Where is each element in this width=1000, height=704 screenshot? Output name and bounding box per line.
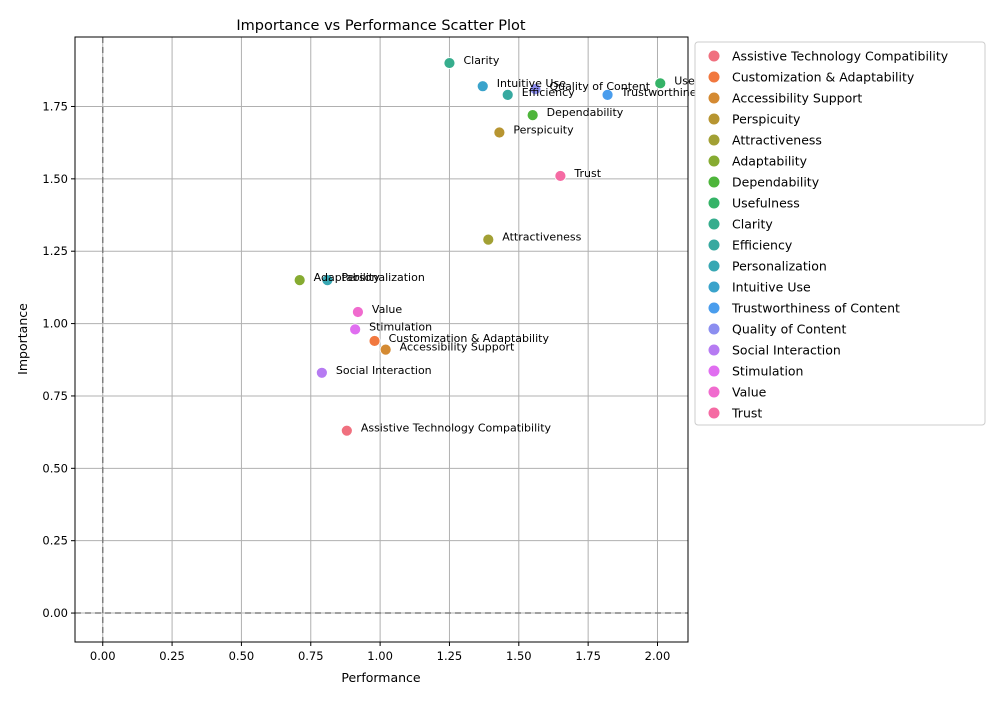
legend-marker — [708, 197, 720, 209]
y-tick-label: 1.00 — [42, 317, 68, 331]
legend-entry-label: Personalization — [732, 259, 827, 274]
y-tick-label: 0.50 — [42, 461, 68, 475]
data-point-label: Intuitive Use — [497, 77, 566, 90]
legend-marker — [708, 407, 720, 419]
legend-marker — [708, 239, 720, 251]
legend-marker — [708, 323, 720, 335]
legend-entry-label: Usefulness — [732, 196, 800, 211]
x-tick-label: 0.50 — [229, 649, 255, 663]
data-point — [321, 274, 334, 287]
data-points — [293, 57, 667, 437]
x-tick-label: 2.00 — [645, 649, 671, 663]
data-point — [501, 88, 514, 101]
legend-entry-label: Accessibility Support — [732, 91, 862, 106]
data-point — [482, 233, 495, 246]
y-axis-ticks: 0.00 0.25 0.50 0.75 1.00 1.25 1.50 1.75 — [42, 99, 75, 620]
data-point-label: Efficiency — [522, 86, 575, 99]
data-point — [352, 306, 364, 318]
legend-entry-label: Attractiveness — [732, 133, 822, 148]
legend-entry-label: Trustworthiness of Content — [731, 301, 900, 316]
legend-entry-label: Dependability — [732, 175, 820, 190]
data-point — [476, 80, 489, 93]
x-tick-label: 0.75 — [298, 649, 324, 663]
data-point-label: Clarity — [463, 54, 499, 67]
legend-marker — [708, 155, 720, 167]
chart-title: Importance vs Performance Scatter Plot — [236, 18, 526, 34]
y-tick-label: 0.25 — [42, 534, 68, 548]
legend-entry-label: Trust — [731, 406, 762, 421]
y-tick-label: 0.00 — [42, 606, 68, 620]
x-tick-label: 1.75 — [575, 649, 601, 663]
legend-marker — [708, 113, 720, 125]
data-point-label: Trust — [573, 167, 601, 180]
data-point — [601, 88, 614, 101]
y-axis-label: Importance — [15, 303, 30, 375]
legend-marker — [708, 134, 720, 146]
data-point-label: Adaptability — [314, 271, 381, 284]
legend-entry-label: Value — [732, 385, 767, 400]
x-axis-ticks: 0.00 0.25 0.50 0.75 1.00 1.25 1.50 1.75 2.00 — [90, 642, 670, 663]
legend-marker — [708, 92, 720, 104]
legend-entry-label: Social Interaction — [732, 343, 841, 358]
legend-marker — [708, 71, 720, 83]
legend-marker — [708, 176, 720, 188]
legend-marker — [708, 344, 720, 356]
x-tick-label: 0.00 — [90, 649, 116, 663]
data-point-label: Social Interaction — [336, 364, 432, 377]
legend-entry-label: Perspicuity — [732, 112, 801, 127]
data-point-label: Perspicuity — [513, 124, 574, 137]
legend-marker — [708, 302, 720, 314]
legend-marker — [708, 218, 720, 230]
legend-entry-label: Stimulation — [732, 364, 803, 379]
legend-marker — [708, 365, 720, 377]
data-point — [293, 274, 306, 287]
data-point — [340, 424, 353, 437]
plot-frame — [74, 36, 689, 643]
y-tick-label: 1.75 — [42, 99, 68, 113]
data-point — [349, 323, 362, 336]
data-point — [529, 83, 542, 96]
data-point-label: Accessibility Support — [400, 341, 515, 354]
legend-entry-label: Intuitive Use — [732, 280, 811, 295]
data-point-label: Personalization — [341, 271, 424, 284]
data-point — [443, 57, 456, 69]
data-point — [654, 77, 667, 90]
data-point-label: Attractiveness — [502, 231, 581, 244]
legend-marker — [708, 281, 720, 293]
data-point-label: Quality of Content — [549, 80, 650, 93]
legend-entry-label: Clarity — [732, 217, 773, 232]
x-tick-label: 1.00 — [367, 649, 393, 663]
data-point-label: Stimulation — [369, 320, 432, 333]
data-point — [526, 109, 539, 122]
data-point — [315, 366, 328, 379]
legend-entry-label: Quality of Content — [732, 322, 846, 337]
reference-lines — [75, 37, 688, 642]
data-point — [368, 335, 381, 347]
data-point-label: Value — [372, 303, 402, 316]
data-point-label: Dependability — [547, 106, 624, 119]
legend-marker — [708, 386, 720, 398]
x-tick-label: 0.25 — [159, 649, 185, 663]
grid — [75, 37, 688, 642]
x-tick-label: 1.25 — [437, 649, 463, 663]
legend-entry-label: Adaptability — [732, 154, 808, 169]
data-point-label: Customization & Adaptability — [389, 332, 550, 345]
legend: Assistive Technology Compatibility Custom… — [694, 41, 986, 426]
legend-frame — [694, 41, 986, 426]
data-point — [493, 126, 506, 139]
data-point — [379, 343, 392, 356]
data-point — [554, 170, 567, 182]
x-tick-label: 1.50 — [506, 649, 532, 663]
legend-marker — [708, 260, 720, 272]
legend-marker — [708, 50, 720, 62]
legend-entry-label: Efficiency — [732, 238, 793, 253]
y-tick-label: 1.25 — [42, 244, 68, 258]
y-tick-label: 0.75 — [42, 389, 68, 403]
x-axis-label: Performance — [341, 670, 421, 685]
legend-entry-label: Customization & Adaptability — [732, 70, 915, 85]
data-point-label: Assistive Technology Compatibility — [361, 422, 552, 435]
y-tick-label: 1.50 — [42, 172, 68, 186]
legend-entry-label: Assistive Technology Compatibility — [732, 49, 949, 64]
